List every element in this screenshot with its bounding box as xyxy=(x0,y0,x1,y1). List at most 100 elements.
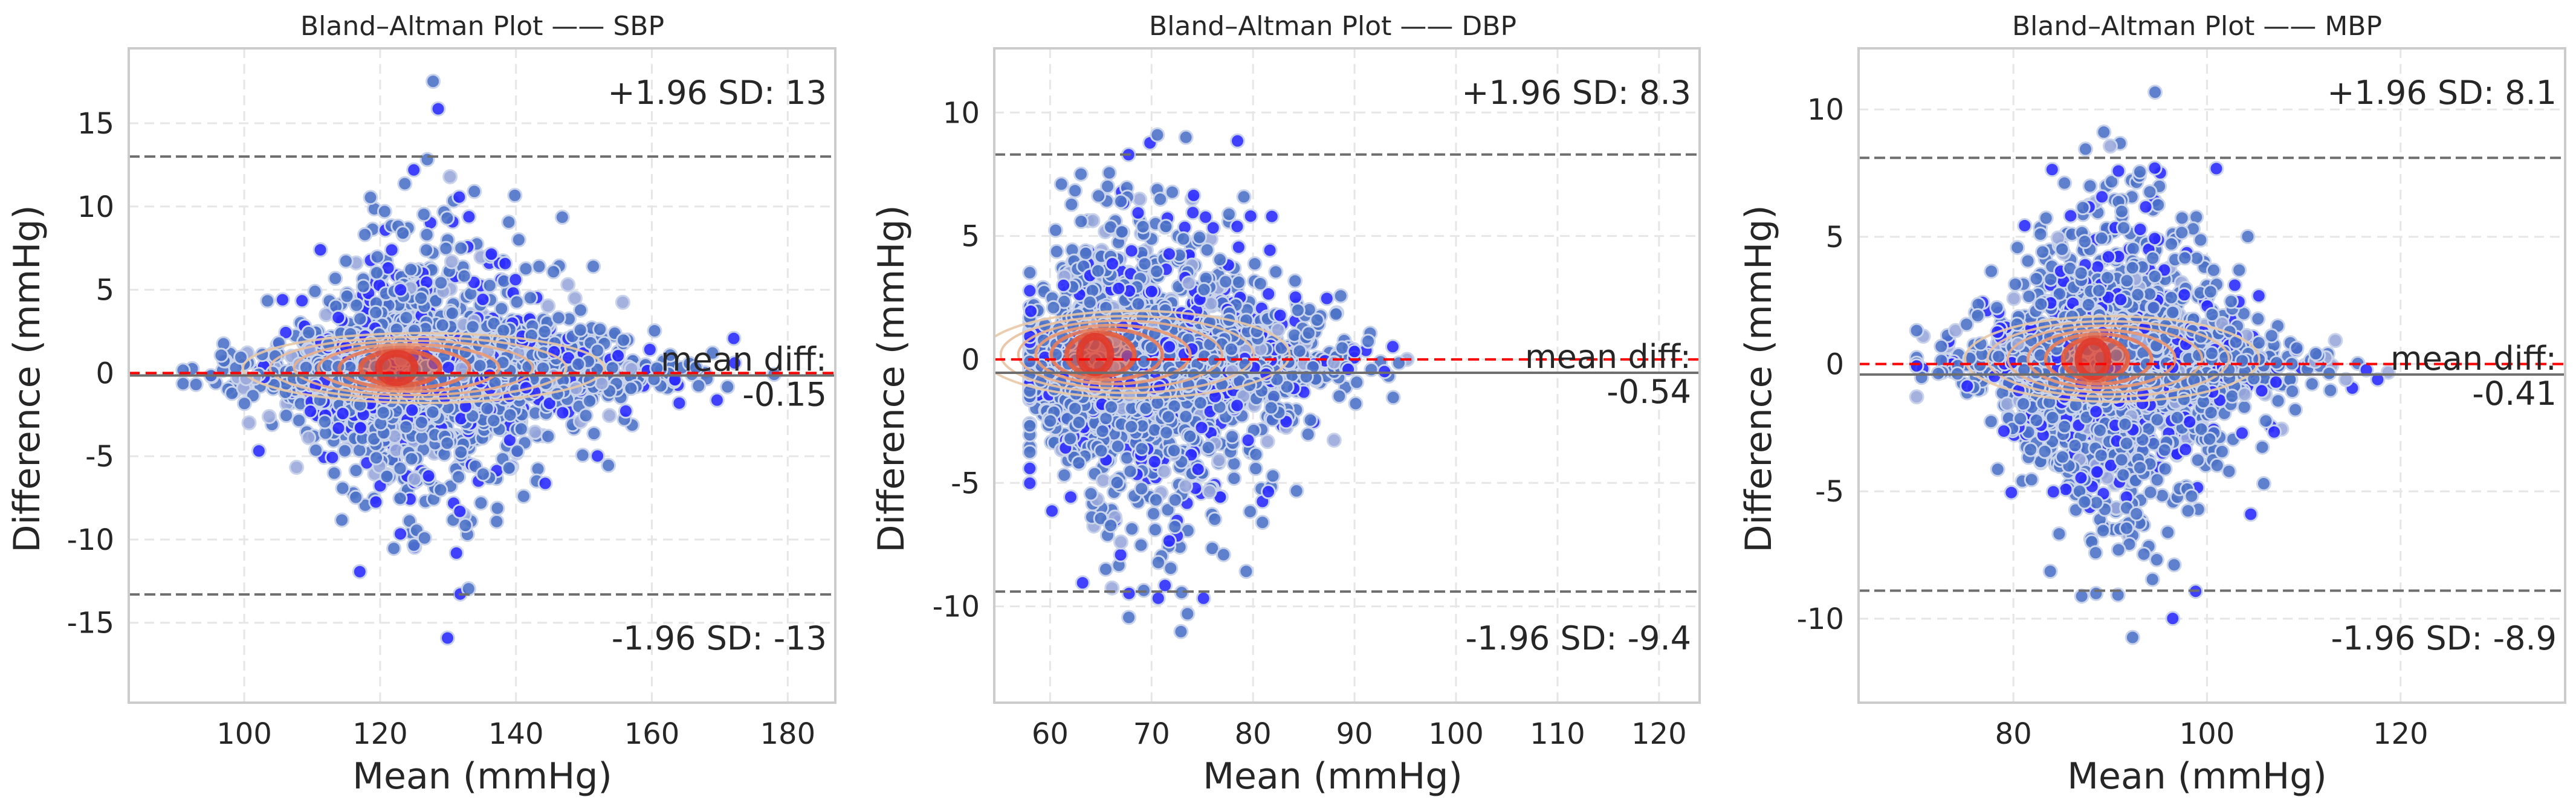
x-tick-label: 70 xyxy=(1133,717,1170,751)
data-point xyxy=(1153,192,1168,207)
data-point xyxy=(334,512,350,528)
data-point xyxy=(425,404,441,420)
contour-level xyxy=(337,346,471,390)
data-point xyxy=(642,342,658,357)
data-point xyxy=(444,306,460,321)
data-point xyxy=(1091,188,1107,204)
data-point xyxy=(672,395,687,411)
data-point xyxy=(301,325,317,340)
data-point xyxy=(709,392,725,408)
data-point xyxy=(549,386,565,402)
data-point xyxy=(413,291,429,306)
data-point xyxy=(727,355,743,371)
data-point xyxy=(1073,166,1089,182)
data-point xyxy=(1385,390,1401,405)
data-point xyxy=(1252,276,1268,291)
data-point xyxy=(1071,414,1087,430)
data-point xyxy=(317,414,332,430)
data-point xyxy=(1248,461,1264,476)
y-tick-label: 15 xyxy=(77,107,114,141)
data-point xyxy=(1199,242,1215,258)
data-point xyxy=(616,332,631,348)
data-point xyxy=(1111,280,1127,296)
data-point xyxy=(1290,303,1306,318)
data-point xyxy=(1158,219,1174,234)
data-point xyxy=(461,209,477,225)
data-point xyxy=(1048,222,1063,238)
data-point xyxy=(1984,263,1999,279)
x-tick-label: 60 xyxy=(1032,717,1069,751)
data-point xyxy=(592,321,608,337)
y-axis-label: Difference (mmHg) xyxy=(870,205,913,552)
data-point xyxy=(1160,502,1176,518)
data-point xyxy=(416,207,432,222)
data-point xyxy=(1279,379,1295,395)
data-point xyxy=(1114,224,1130,240)
y-axis-label: Difference (mmHg) xyxy=(6,205,48,552)
data-point xyxy=(442,169,458,184)
data-point xyxy=(325,450,340,465)
data-point xyxy=(1268,264,1284,280)
data-point xyxy=(426,74,441,89)
plot-frame xyxy=(993,47,1701,704)
data-point xyxy=(1093,443,1109,459)
data-point xyxy=(448,545,464,561)
data-point xyxy=(1348,396,1364,411)
data-point xyxy=(1124,419,1139,434)
x-axis-label: Mean (mmHg) xyxy=(2067,755,2326,798)
data-point xyxy=(475,466,491,482)
data-point xyxy=(1073,214,1089,229)
reference-lines xyxy=(994,153,1700,593)
data-point xyxy=(357,227,373,242)
y-tick-label: -10 xyxy=(933,590,980,624)
data-point xyxy=(508,272,523,288)
data-point xyxy=(1044,503,1060,519)
data-point xyxy=(1167,443,1182,459)
data-point xyxy=(398,310,414,326)
x-tick-label: 100 xyxy=(1428,717,1484,751)
data-point xyxy=(419,242,434,258)
data-point xyxy=(1303,412,1318,428)
data-point xyxy=(720,379,736,395)
data-point xyxy=(421,468,436,484)
data-point xyxy=(465,319,481,335)
data-point xyxy=(1361,334,1376,349)
data-point xyxy=(507,187,523,203)
data-point xyxy=(1225,429,1240,445)
data-point xyxy=(379,469,395,484)
contour-level xyxy=(293,340,534,397)
data-point xyxy=(537,324,552,340)
data-point xyxy=(1238,564,1254,579)
data-point xyxy=(560,277,576,292)
data-point xyxy=(1137,256,1153,272)
data-point xyxy=(1130,296,1146,312)
contour-level xyxy=(241,332,606,404)
panel-title: Bland–Altman Plot —— SBP xyxy=(300,11,664,42)
data-point xyxy=(1136,353,1152,369)
contour-level xyxy=(1017,319,1223,390)
data-point xyxy=(1211,453,1227,468)
data-point xyxy=(1071,455,1087,471)
data-point xyxy=(1215,547,1231,562)
data-point xyxy=(1182,428,1198,444)
data-point xyxy=(1264,208,1280,224)
data-point xyxy=(188,376,204,392)
x-tick-label: 100 xyxy=(216,717,272,751)
contour-level xyxy=(317,343,501,393)
data-point xyxy=(467,184,482,199)
y-tick-label: -5 xyxy=(85,440,114,474)
data-point xyxy=(368,494,384,510)
y-tick-label: -10 xyxy=(67,523,114,557)
data-point xyxy=(554,210,570,225)
contour-level xyxy=(994,309,1291,399)
data-point xyxy=(540,298,556,314)
data-point xyxy=(1190,462,1206,477)
data-point xyxy=(419,227,435,242)
data-point xyxy=(435,317,450,333)
data-point xyxy=(1202,484,1217,500)
data-point xyxy=(1046,300,1061,315)
data-point xyxy=(404,402,420,418)
data-point xyxy=(601,408,617,424)
data-point xyxy=(586,426,602,442)
